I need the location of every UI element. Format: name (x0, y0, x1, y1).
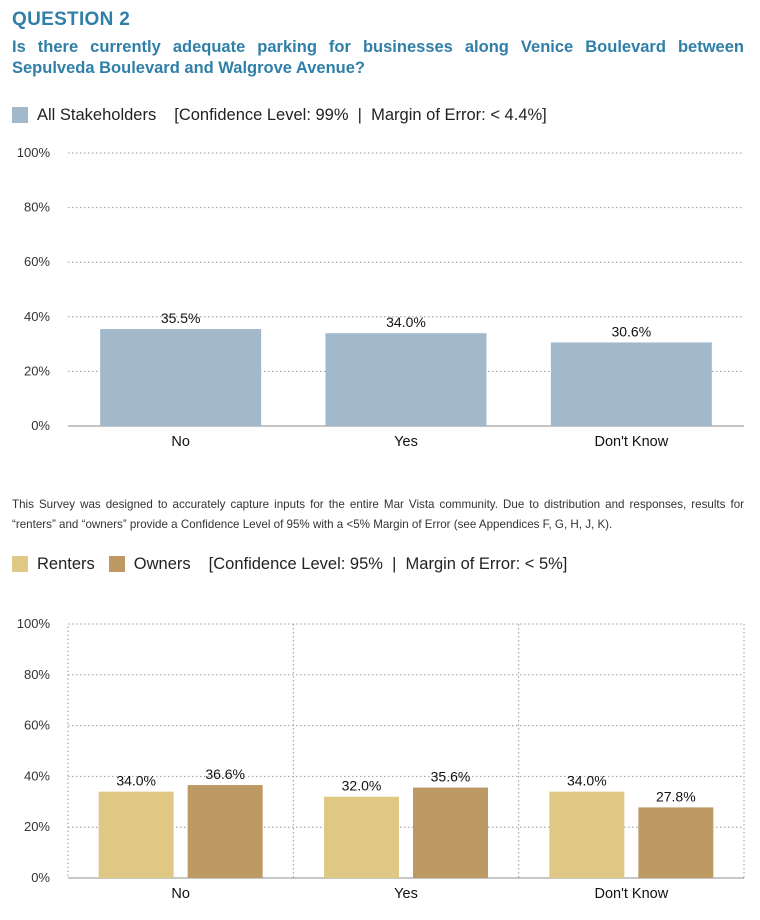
question-label: QUESTION 2 (12, 9, 131, 30)
question-text: Is there currently adequate parking for … (12, 38, 744, 77)
plot-frame (67, 623, 745, 879)
data-label: 30.6% (611, 323, 651, 339)
category-label: No (171, 434, 190, 450)
bar-owners-1 (413, 787, 488, 878)
category-label: No (171, 886, 190, 902)
data-label: 35.5% (161, 310, 201, 326)
y-tick-label: 20% (24, 363, 50, 378)
y-tick-label: 80% (24, 200, 50, 215)
legend-top: All Stakeholders [Confidence Level: 99% … (12, 104, 547, 126)
bar-all-stakeholders-0 (100, 329, 262, 426)
y-tick-label: 60% (24, 254, 50, 269)
legend-swatch-all-stakeholders (12, 107, 28, 123)
legend-confidence-bottom: [Confidence Level: 95% | Margin of Error… (208, 554, 568, 573)
legend-confidence-top: [Confidence Level: 99% | Margin of Error… (174, 105, 547, 124)
bar-renters-2 (549, 791, 625, 878)
category-label: Don't Know (594, 886, 668, 902)
legend-swatch-renters (12, 556, 28, 572)
chart-all-stakeholders: 0% 20% 40% 60% 80% 100% 35.5% No 34.0% Yes 30.6% Do… (17, 145, 744, 450)
data-label: 27.8% (656, 788, 696, 804)
y-tick-label: 40% (24, 768, 50, 783)
y-tick-label: 20% (24, 819, 50, 834)
legend-label-renters: Renters (37, 554, 95, 573)
legend-label-owners: Owners (133, 554, 191, 573)
data-label: 34.0% (116, 773, 156, 789)
legend-bottom: Renters Owners [Confidence Level: 95% | … (12, 553, 567, 575)
category-label: Don't Know (594, 434, 668, 450)
legend-swatch-owners (108, 556, 125, 572)
bar-all-stakeholders-2 (550, 342, 712, 426)
bar-renters-1 (324, 796, 399, 878)
y-tick-label: 80% (24, 667, 50, 682)
data-label: 36.6% (205, 766, 245, 782)
y-tick-label: 100% (17, 616, 51, 631)
y-tick-label: 100% (17, 145, 51, 160)
data-label: 35.6% (431, 769, 471, 785)
bar-owners-2 (638, 807, 714, 878)
bar-owners-0 (187, 785, 263, 878)
category-label: Yes (394, 886, 418, 902)
legend-label-all-stakeholders: All Stakeholders (37, 105, 157, 124)
y-tick-label: 60% (24, 718, 50, 733)
y-tick-label: 40% (24, 309, 50, 324)
survey-note: This Survey was designed to accurately c… (12, 498, 744, 531)
category-label: Yes (394, 434, 418, 450)
data-label: 32.0% (342, 778, 382, 794)
y-tick-label: 0% (31, 870, 50, 885)
data-label: 34.0% (386, 314, 426, 330)
data-label: 34.0% (567, 773, 607, 789)
bar-renters-0 (98, 791, 174, 878)
bar-all-stakeholders-1 (325, 333, 487, 426)
chart-renters-owners: 0% 20% 40% 60% 80% 100% 34.0% 36.6% No 32.0% 35.6%… (17, 616, 745, 902)
y-tick-label: 0% (31, 418, 50, 433)
